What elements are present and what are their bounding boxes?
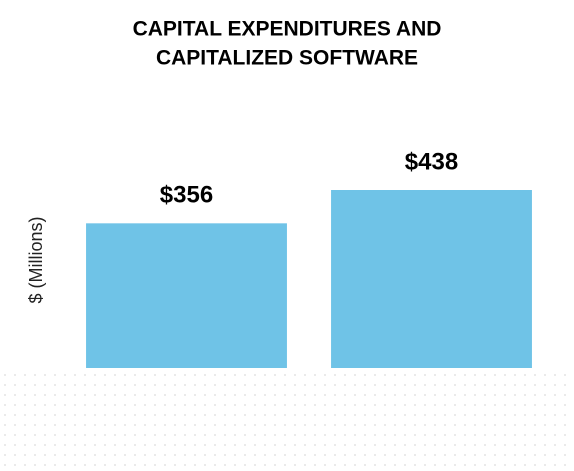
bar — [86, 223, 287, 368]
y-axis-label: $ (Millions) — [26, 216, 46, 303]
value-label: $438 — [405, 148, 458, 175]
chart-title: CAPITAL EXPENDITURES AND — [133, 18, 442, 41]
bar — [331, 190, 532, 368]
value-label: $356 — [160, 182, 213, 209]
chart-title: CAPITALIZED SOFTWARE — [156, 47, 418, 70]
dotted-background — [0, 368, 574, 466]
